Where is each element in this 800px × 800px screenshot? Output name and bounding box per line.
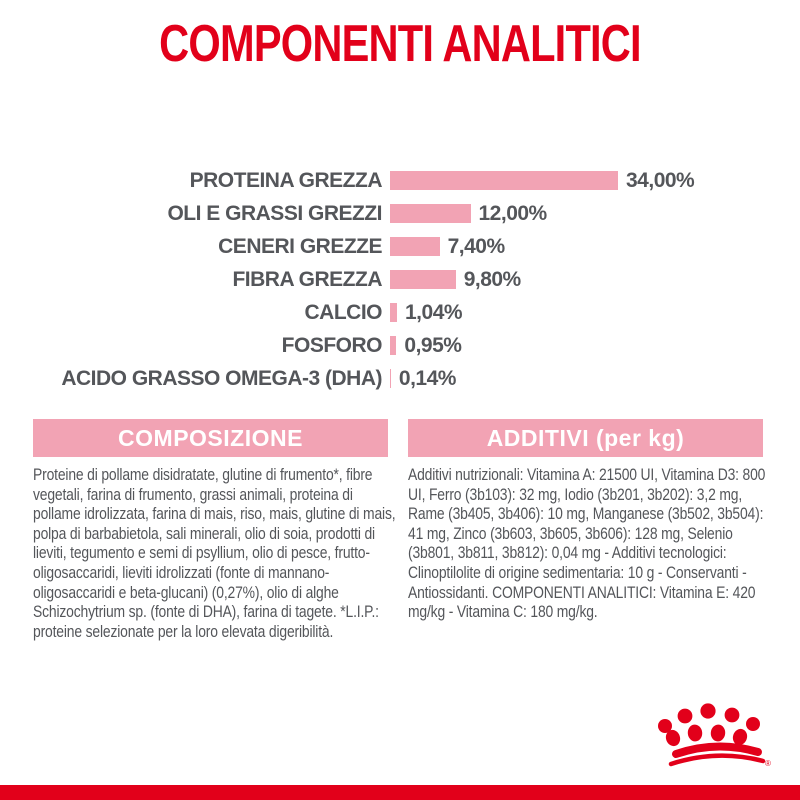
paw-pad-icon bbox=[700, 703, 716, 719]
paw-crescent-icon bbox=[672, 742, 762, 758]
bar bbox=[390, 369, 391, 388]
bar bbox=[390, 270, 456, 289]
bar-value: 7,40% bbox=[447, 234, 506, 258]
bar bbox=[390, 336, 397, 355]
bar-value: 9,80% bbox=[463, 267, 522, 291]
paw-pad-icon bbox=[658, 719, 672, 733]
bar-value: 0,14% bbox=[398, 366, 457, 390]
bar-label: CENERI GREZZE bbox=[218, 234, 382, 258]
composition-section-header: COMPOSIZIONE bbox=[33, 419, 388, 457]
brand-red-stripe bbox=[0, 785, 800, 800]
bar-label: PROTEINA GREZZA bbox=[189, 168, 383, 192]
paw-pad-icon bbox=[732, 728, 748, 746]
bar-value: 1,04% bbox=[405, 300, 463, 324]
paw-pad-icon bbox=[677, 708, 693, 724]
chart-row: PROTEINA GREZZA 34,00% bbox=[0, 164, 800, 197]
bar-label: CALCIO bbox=[304, 300, 383, 324]
chart-row: CALCIO 1,04% bbox=[0, 296, 800, 329]
additives-text: Additivi nutrizionali: Vitamina A: 21500… bbox=[408, 466, 766, 622]
composition-text: Proteine di pollame disidratate, glutine… bbox=[33, 466, 396, 641]
paw-pad-icon bbox=[687, 724, 703, 742]
paw-pad-icon bbox=[710, 724, 726, 742]
royal-canin-crown-paw-logo: ® bbox=[658, 703, 771, 768]
paw-pad-icon bbox=[746, 717, 760, 731]
additives-section-header: ADDITIVI (per kg) bbox=[408, 419, 763, 457]
paw-pad-icon bbox=[724, 707, 740, 723]
bar bbox=[390, 171, 618, 190]
bar bbox=[390, 204, 471, 223]
registered-trademark-icon: ® bbox=[765, 759, 771, 768]
paw-pad-icon bbox=[665, 729, 681, 747]
bar-value: 34,00% bbox=[626, 168, 695, 192]
chart-row: CENERI GREZZE 7,40% bbox=[0, 230, 800, 263]
bar-value: 12,00% bbox=[478, 201, 548, 225]
bar-label: ACIDO GRASSO OMEGA-3 (DHA) bbox=[61, 366, 382, 390]
paw-crescent-icon bbox=[668, 753, 766, 767]
chart-row: FOSFORO 0,95% bbox=[0, 329, 800, 362]
bar-value: 0,95% bbox=[404, 333, 462, 357]
bar-label: FOSFORO bbox=[281, 333, 383, 357]
chart-row: ACIDO GRASSO OMEGA-3 (DHA) 0,14% bbox=[0, 362, 800, 395]
bar bbox=[390, 237, 440, 256]
page-title: COMPONENTI ANALITICI bbox=[159, 15, 641, 73]
bar-label: OLI E GRASSI GREZZI bbox=[167, 201, 382, 225]
bar-label: FIBRA GREZZA bbox=[232, 267, 382, 291]
chart-row: OLI E GRASSI GREZZI 12,00% bbox=[0, 197, 800, 230]
bar bbox=[390, 303, 397, 322]
analytical-bar-chart: PROTEINA GREZZA 34,00% OLI E GRASSI GREZZI… bbox=[0, 164, 800, 395]
chart-row: FIBRA GREZZA 9,80% bbox=[0, 263, 800, 296]
